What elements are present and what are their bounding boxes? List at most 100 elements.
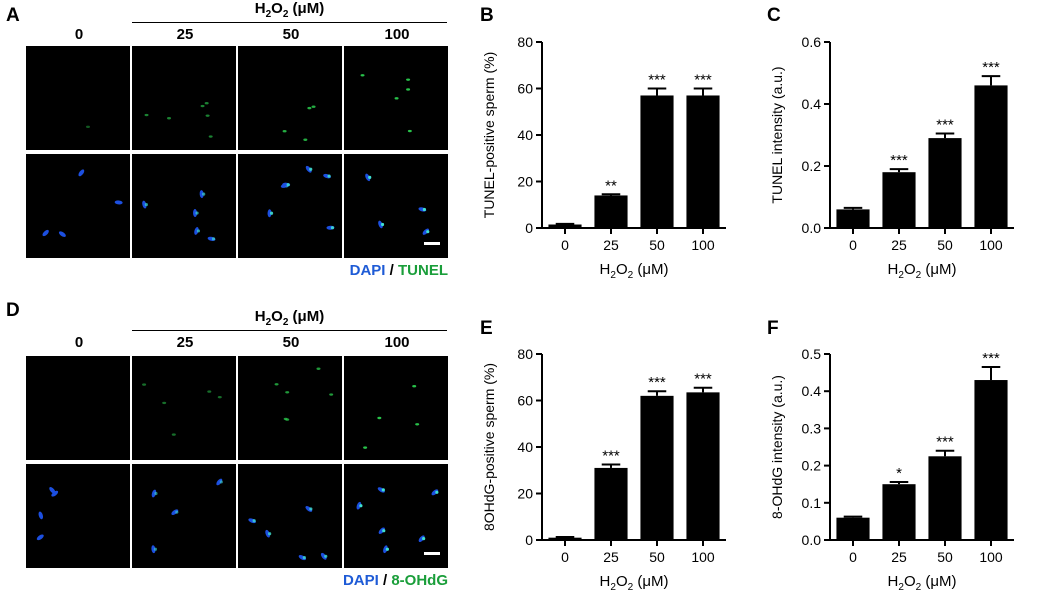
significance-mark: *** [694,371,712,388]
green-signal [415,423,420,426]
green-channel-image-0 [26,356,130,460]
y-tick-label: 0.2 [802,458,822,474]
overlap-signal [380,222,385,227]
significance-mark: *** [890,152,908,169]
merged-channel-image-3 [344,154,448,258]
merged-channel-image-3 [344,464,448,568]
green-signal [406,78,411,81]
sperm-nucleus [78,169,85,177]
sperm-nucleus [36,534,44,541]
x-axis-label: H2O2 (μM) [888,573,957,592]
bar-50 [928,456,962,540]
green-signal [307,106,312,110]
sperm-nucleus [151,545,156,554]
merged-channel-image-0 [26,464,130,568]
y-axis-label: TUNEL-positive sperm (%) [481,52,497,218]
significance-mark: ** [605,177,617,194]
y-tick-label: 0.1 [802,495,822,511]
x-tick-label: 50 [649,549,665,565]
x-tick-label: 0 [849,237,857,253]
green-channel-image-2 [238,356,342,460]
panel-letter-b: B [480,5,494,26]
overlap-signal [327,174,331,178]
bar-0 [836,209,870,228]
green-signal [274,383,279,386]
overlap-signal [302,555,306,560]
overlap-signal [196,229,201,233]
green-signal [406,88,411,91]
y-tick-label: 40 [517,127,533,143]
x-tick-label: 50 [649,237,665,253]
overlap-signal [385,547,389,551]
chart-svg: 0 20 40 60 80 TUNEL-positive sperm (%) 0 ** 25 **… [481,34,726,281]
y-tick-label: 20 [517,174,533,190]
significance-mark: * [896,465,902,482]
treatment-header: H2O2 (μM) [254,0,325,20]
legend-dapi: DAPI [349,262,386,279]
x-tick-label: 100 [979,549,1003,565]
x-tick-label: 50 [937,549,953,565]
x-tick-label: 25 [891,549,907,565]
overlap-signal [359,504,363,508]
sperm-nucleus [418,535,425,542]
bar-25 [594,467,628,540]
micrograph-panel-a: H2O2 (μM) 0 25 50 100 DAPI / TUNEL [0,0,448,290]
y-tick-label: 60 [517,81,533,97]
green-channel-image-0 [26,46,130,150]
sperm-nucleus [42,229,49,237]
overlap-signal [324,554,328,558]
overlap-signal [268,532,272,536]
green-signal [303,138,308,141]
chart-svg: 0 20 40 60 80 8OHdG-positive sperm (%) 0 *** 25 *… [481,346,726,592]
overlap-signal [219,480,223,484]
sperm-nucleus [383,545,388,554]
x-tick-label: 0 [561,237,569,253]
bar-50 [640,95,674,228]
column-label-100: 100 [384,26,410,43]
green-signal [205,114,210,117]
green-signal [167,117,172,120]
green-signal [217,395,222,399]
green-channel-image-3 [344,46,448,150]
overlap-signal [382,529,386,533]
bar-50 [640,395,674,540]
sperm-nucleus [151,489,157,498]
y-axis-label: TUNEL intensity (a.u.) [769,66,785,203]
overlap-signal [144,202,148,207]
green-signal [316,367,321,370]
green-signal [377,416,382,420]
green-signal [363,446,368,449]
bar-chart-tunel-positive: 0 20 40 60 80 TUNEL-positive sperm (%) 0 ** 25 **… [480,20,750,281]
y-tick-label: 0.6 [802,34,822,50]
merged-channel-image-1 [132,464,236,568]
green-signal [282,130,287,133]
legend-dapi: DAPI [342,572,379,589]
bar-chart-8ohdg-positive: 0 20 40 60 80 8OHdG-positive sperm (%) 0 *** 25 *… [480,332,750,592]
sperm-nucleus [199,190,204,199]
bar-chart-8ohdg-intensity: 0.0 0.1 0.2 0.3 0.4 0.5 8-OHdG intensity (a.u.… [768,332,1038,592]
green-signal [329,393,334,396]
green-signal [283,417,288,421]
sperm-nucleus [142,200,147,209]
y-tick-label: 0.0 [802,220,822,236]
green-signal [144,113,149,117]
bar-100 [974,85,1008,229]
overlap-signal [154,491,158,496]
panel-letter-a: A [6,5,20,26]
bar-50 [928,138,962,228]
sperm-nucleus [114,200,123,205]
green-channel-image-1 [132,46,236,150]
sperm-nucleus [378,220,383,229]
panel-letter-f: F [767,318,779,339]
y-tick-label: 0.4 [802,96,822,112]
y-tick-label: 0.0 [802,532,822,548]
green-signal [200,104,205,108]
green-signal [412,385,417,388]
sperm-nucleus [365,173,371,182]
sperm-nucleus [378,527,385,534]
y-tick-label: 20 [517,486,533,502]
green-signal [394,97,399,100]
green-signal [311,105,316,108]
bar-0 [548,537,582,540]
green-signal [360,74,365,77]
